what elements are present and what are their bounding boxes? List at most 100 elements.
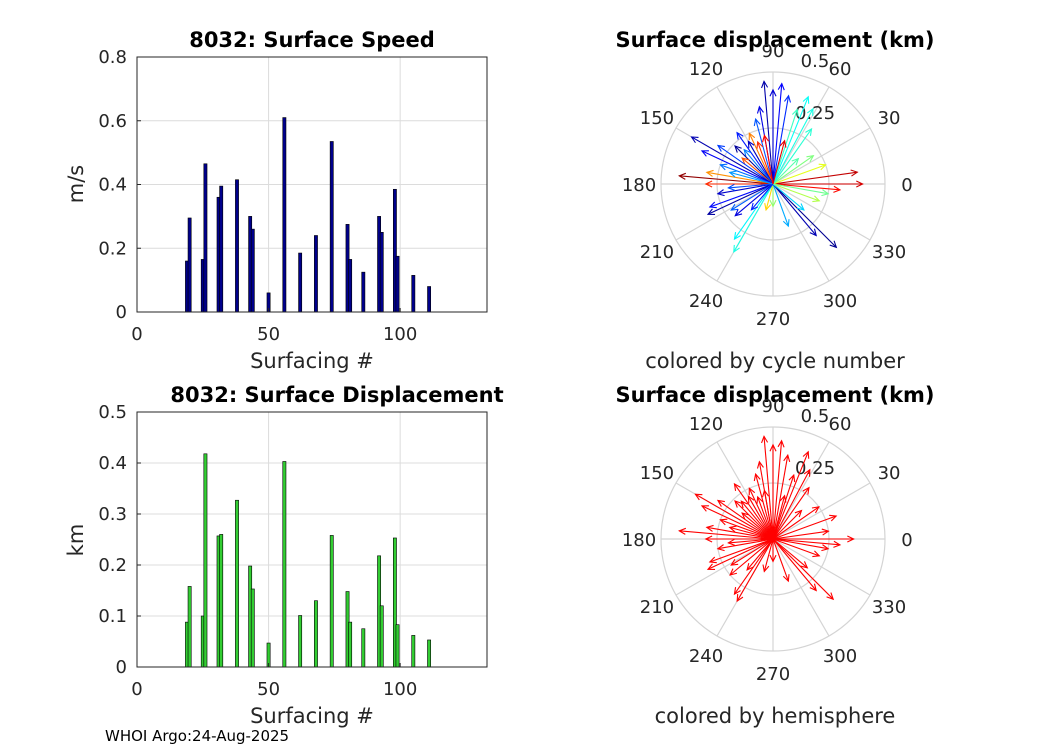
polar2-spoke	[772, 538, 830, 637]
polar2-angle-label: 240	[689, 646, 723, 667]
polar1-arrow	[762, 134, 774, 185]
polar-cycle-caption: colored by cycle number	[645, 349, 905, 373]
polar2-arrow	[756, 495, 774, 540]
polar1-angle-label: 270	[756, 309, 790, 330]
polar1-arrow	[743, 148, 774, 185]
polar1-arrow	[747, 140, 774, 185]
polar2-spoke	[772, 482, 871, 540]
speed-bar	[314, 235, 318, 313]
polar2-arrow	[741, 512, 774, 540]
polar1-spoke	[772, 127, 871, 185]
speed-bar	[219, 185, 224, 313]
polar-hemisphere: Surface displacement (km) 0.250.50306090…	[615, 383, 934, 728]
polar1-spoke	[772, 183, 871, 241]
polar2-spoke	[675, 538, 774, 596]
speed-ylabel: m/s	[64, 165, 88, 203]
polar1-angle-label: 210	[640, 242, 674, 263]
polar1-arrow	[734, 145, 774, 185]
polar2-arrow	[772, 538, 790, 583]
disp-bar	[298, 615, 303, 668]
polar2-arrow	[772, 538, 818, 592]
polar2-arrow	[769, 539, 777, 563]
speed-bar	[298, 252, 303, 313]
disp-bars	[185, 453, 432, 668]
polar1-spoke	[675, 183, 774, 241]
polar1-arrow	[772, 94, 791, 185]
polar1-angle-label: 120	[689, 59, 723, 80]
polar1-arrow	[730, 183, 774, 211]
polar1-arrow	[753, 117, 774, 185]
polar2-arrow	[694, 493, 774, 540]
disp-xtick-label: 100	[383, 679, 417, 700]
polar2-arrow	[772, 528, 830, 540]
polar2-arrow	[772, 538, 835, 601]
polar2-arrow	[772, 486, 810, 540]
polar1-arrow	[773, 180, 864, 188]
disp-axes-box	[136, 411, 488, 668]
disp-ytick-label: 0	[116, 657, 127, 678]
polar1-arrow	[761, 80, 774, 185]
polar1-angle-label: 180	[622, 175, 656, 196]
speed-ytick-label: 0	[116, 302, 127, 323]
polar2-arrow	[772, 473, 796, 540]
disp-ylabel: km	[64, 524, 88, 557]
speed-bar	[250, 228, 255, 313]
speed-bar	[427, 286, 432, 313]
polar1-arrow	[772, 183, 830, 197]
polar2-arrow	[772, 506, 820, 540]
disp-yticks: 0 0.1 0.2 0.3 0.4 0.5	[98, 402, 141, 678]
polar1-arrow	[719, 163, 774, 185]
polar1-arrow	[690, 136, 774, 185]
polar2-arrow	[728, 525, 774, 540]
polar1-angle-label: 330	[872, 242, 906, 263]
polar2-arrow	[772, 514, 838, 540]
disp-bar	[395, 624, 400, 668]
polar2-angle-label: 0	[901, 530, 912, 551]
polar2-angle-label: 30	[878, 463, 901, 484]
disp-bar	[427, 639, 432, 668]
speed-xtick-label: 0	[131, 324, 142, 345]
disp-title: 8032: Surface Displacement	[170, 383, 503, 407]
polar1-arrow	[741, 157, 774, 185]
polar2-arrow	[772, 538, 842, 548]
polar2-angle-label: 330	[872, 597, 906, 618]
polar2-spoke	[772, 538, 871, 596]
disp-xtick-label: 50	[257, 679, 280, 700]
speed-ytick-label: 0.6	[98, 111, 127, 132]
polar1-spoke	[772, 86, 830, 185]
polar2-arrow	[730, 538, 774, 566]
polar1-arrow	[700, 150, 774, 185]
speed-bar	[235, 179, 239, 313]
polar2-angle-label: 210	[640, 597, 674, 618]
polar1-arrow	[734, 183, 774, 217]
polar1-arrow	[727, 183, 774, 191]
polar2-arrow	[772, 538, 809, 569]
speed-bar	[411, 275, 416, 313]
speed-bar	[379, 232, 384, 313]
disp-bar	[219, 534, 224, 668]
polar-cycle: Surface displacement (km) 0.25 0.5 0 30 60 90…	[615, 28, 934, 373]
disp-xlabel: Surfacing #	[250, 704, 374, 728]
speed-bar	[361, 271, 366, 313]
polar1-arrow	[733, 183, 774, 253]
polar1-rtick-label: 0.5	[801, 51, 830, 72]
disp-ytick-label: 0.4	[98, 453, 127, 474]
polar2-arrow	[678, 527, 774, 540]
speed-ytick-label: 0.8	[98, 47, 127, 68]
polar-hemisphere-title: Surface displacement (km)	[615, 383, 934, 407]
polar2-angle-label: 150	[640, 463, 674, 484]
disp-bar	[250, 588, 255, 668]
polar1-arrow	[704, 180, 773, 188]
polar1-rtick-label: 0.25	[795, 103, 835, 124]
polar2-arrow	[736, 538, 774, 603]
polar2-arrow	[772, 494, 787, 540]
disp-ytick-label: 0.3	[98, 504, 127, 525]
polar2-arrow	[704, 535, 773, 543]
polar1-arrow	[772, 169, 859, 185]
polar2-arrow	[746, 538, 774, 571]
polar2-arrow	[772, 439, 785, 540]
polar2-arrow	[733, 482, 774, 540]
disp-chart: 0 0.1 0.2 0.3 0.4 0.5 0 50 100 8032: Surface Di…	[64, 383, 504, 728]
polar2-arrow	[729, 538, 774, 576]
disp-ytick-label: 0.5	[98, 402, 127, 423]
